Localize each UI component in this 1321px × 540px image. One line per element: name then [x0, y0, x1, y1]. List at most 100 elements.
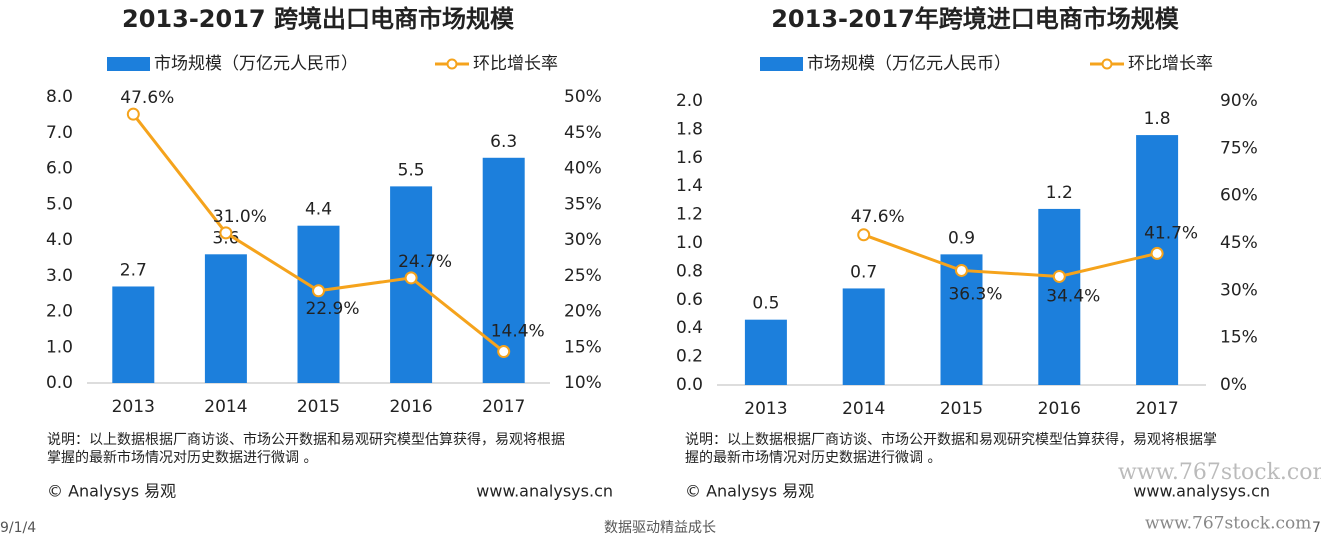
bar: [390, 186, 433, 383]
y-tick-label: 1.4: [676, 176, 703, 196]
growth-marker: [126, 107, 140, 121]
y-tick-label: 0.6: [676, 290, 703, 310]
legend-label: 环比增长率: [473, 54, 558, 74]
x-tick-label: 2014: [842, 399, 885, 419]
y2-tick-label: 15%: [564, 337, 602, 357]
bar: [204, 254, 247, 383]
line-value-label: 47.6%: [851, 207, 905, 227]
x-tick-label: 2013: [112, 397, 155, 417]
y-tick-label: 3.0: [46, 266, 73, 286]
bar: [1038, 208, 1081, 385]
y-tick-label: 0.0: [676, 375, 703, 395]
watermark: www.767stock.com: [1145, 514, 1311, 534]
y2-tick-label: 90%: [1220, 91, 1258, 111]
y-tick-label: 8.0: [46, 87, 73, 107]
growth-line: [863, 233, 1158, 278]
y2-tick-label: 15%: [1220, 328, 1258, 348]
y2-tick-label: 30%: [1220, 280, 1258, 300]
growth-marker: [857, 228, 871, 242]
legend-marker: [446, 58, 458, 70]
y-tick-label: 1.8: [676, 119, 703, 139]
growth-marker: [312, 284, 325, 298]
line-value-label: 47.6%: [120, 88, 174, 108]
legend-label: 市场规模（万亿元人民币）: [154, 54, 358, 74]
bar-value-label: 0.5: [752, 294, 779, 314]
growth-marker: [1150, 246, 1164, 260]
y2-tick-label: 0%: [1220, 375, 1247, 395]
source-url: www.analysys.cn: [476, 482, 613, 501]
line-value-label: 36.3%: [948, 284, 1002, 304]
note-line: 说明：以上数据根据厂商访谈、市场公开数据和易观研究模型估算获得，易观将根据掌: [685, 431, 1217, 448]
line-value-label: 34.4%: [1046, 286, 1100, 306]
line-value-label: 22.9%: [305, 299, 359, 319]
footer-date: 9/1/4: [0, 520, 36, 536]
y-tick-label: 0.0: [46, 373, 73, 393]
y-tick-label: 1.6: [676, 148, 703, 168]
bar-value-label: 5.5: [398, 160, 425, 180]
y-tick-label: 0.4: [676, 318, 703, 338]
y-tick-label: 0.2: [676, 347, 703, 367]
note-line: 掌握的最新市场情况对历史数据进行微调 。: [47, 449, 317, 466]
bar: [1136, 135, 1179, 385]
bar-value-label: 2.7: [120, 260, 147, 280]
note-line: 说明：以上数据根据厂商访谈、市场公开数据和易观研究模型估算获得，易观将根据: [47, 431, 565, 448]
line-value-label: 41.7%: [1144, 223, 1198, 243]
bar-value-label: 1.8: [1144, 109, 1171, 129]
bar: [744, 319, 787, 385]
y-tick-label: 7.0: [46, 123, 73, 143]
y2-tick-label: 10%: [564, 373, 602, 393]
bar-value-label: 0.7: [850, 262, 877, 282]
bar: [297, 225, 340, 383]
y-tick-label: 2.0: [676, 91, 703, 111]
x-tick-label: 2015: [940, 399, 983, 419]
x-tick-label: 2017: [1135, 399, 1178, 419]
line-value-label: 24.7%: [398, 252, 452, 272]
x-tick-label: 2016: [1038, 399, 1081, 419]
footer-slogan: 数据驱动精益成长: [604, 520, 716, 536]
bar: [842, 288, 885, 385]
y2-tick-label: 75%: [1220, 138, 1258, 158]
line-value-label: 31.0%: [213, 207, 267, 227]
chart-title: 2013-2017 跨境出口电商市场规模: [122, 5, 515, 33]
growth-marker: [219, 226, 233, 240]
y-tick-label: 1.0: [676, 233, 703, 253]
y2-tick-label: 30%: [564, 230, 602, 250]
y-tick-label: 1.0: [46, 337, 73, 357]
legend-label: 环比增长率: [1128, 54, 1213, 74]
y2-tick-label: 45%: [564, 123, 602, 143]
x-tick-label: 2015: [297, 397, 340, 417]
y-tick-label: 2.0: [46, 302, 73, 322]
x-tick-label: 2013: [744, 399, 787, 419]
y2-tick-label: 45%: [1220, 233, 1258, 253]
source: © Analysys 易观: [47, 482, 176, 501]
footer-page: 7: [1312, 520, 1321, 536]
x-tick-label: 2017: [482, 397, 525, 417]
y-tick-label: 4.0: [46, 230, 73, 250]
watermark: www.767stock.com: [1118, 460, 1321, 485]
y-tick-label: 5.0: [46, 194, 73, 214]
y2-tick-label: 20%: [564, 302, 602, 322]
source-url: www.analysys.cn: [1133, 482, 1270, 501]
bar-value-label: 6.3: [490, 132, 517, 152]
bar-value-label: 1.2: [1046, 183, 1073, 203]
chart-title: 2013-2017年跨境进口电商市场规模: [771, 5, 1180, 33]
legend-swatch: [107, 57, 150, 71]
y2-tick-label: 35%: [564, 194, 602, 214]
x-tick-label: 2016: [389, 397, 432, 417]
growth-marker: [497, 345, 511, 359]
y-tick-label: 1.2: [676, 205, 703, 225]
bar-value-label: 0.9: [948, 228, 975, 248]
bar: [112, 286, 155, 383]
y2-tick-label: 40%: [564, 159, 602, 179]
note-line: 握的最新市场情况对历史数据进行微调 。: [685, 449, 941, 466]
y2-tick-label: 25%: [564, 266, 602, 286]
growth-marker: [1052, 269, 1066, 283]
bar-value-label: 4.4: [305, 200, 332, 220]
x-tick-label: 2014: [204, 397, 247, 417]
y-tick-label: 0.8: [676, 261, 703, 281]
growth-marker: [955, 263, 968, 277]
line-value-label: 14.4%: [491, 322, 545, 342]
growth-marker: [404, 271, 418, 285]
